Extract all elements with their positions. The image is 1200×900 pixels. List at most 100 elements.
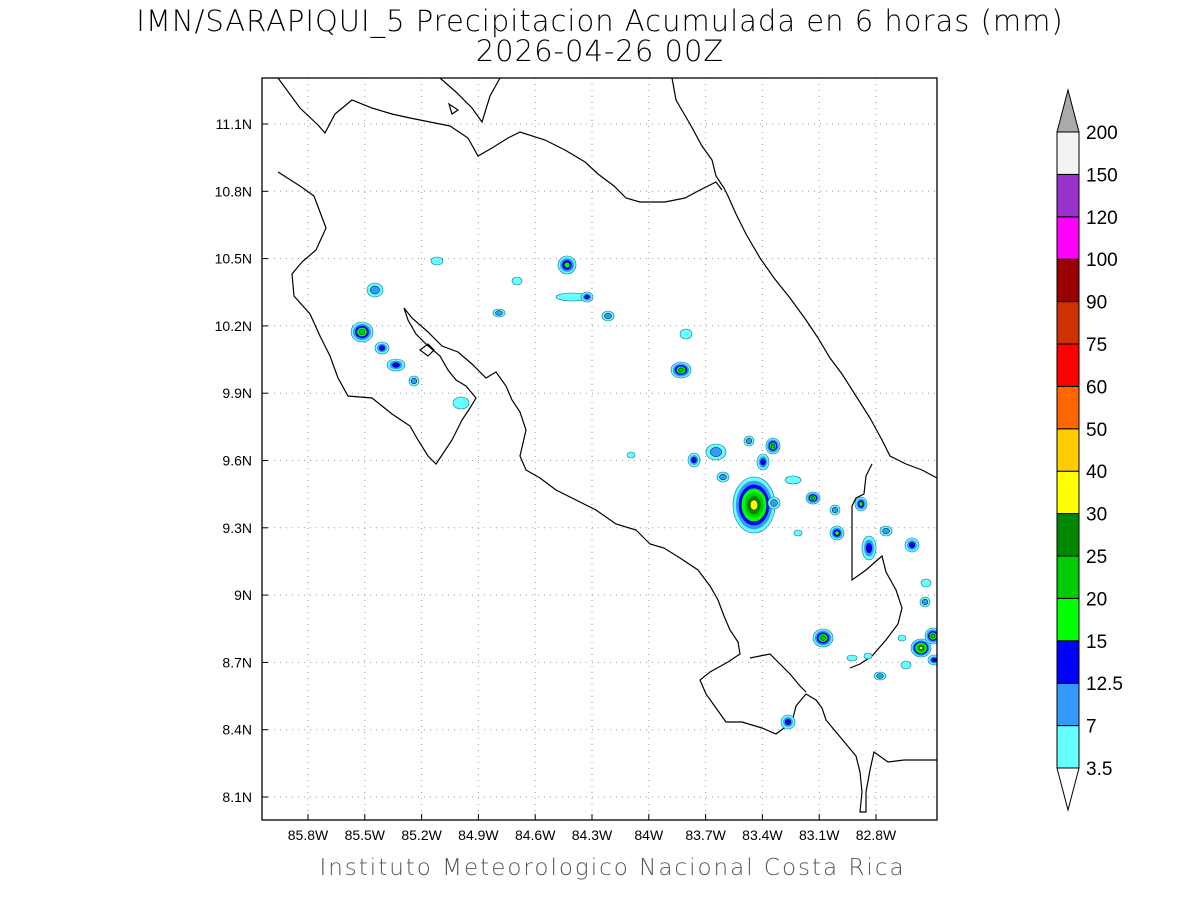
pacific-coast xyxy=(277,171,937,813)
lat-tick-label: 11.1N xyxy=(216,116,252,132)
precip-cell xyxy=(780,714,796,730)
precip-cell xyxy=(854,496,868,512)
precip-cell xyxy=(374,341,390,355)
precip-cell xyxy=(366,282,384,298)
colorbar-bottom-arrow xyxy=(1056,767,1080,812)
precip-cell xyxy=(879,525,893,537)
precip-cell xyxy=(492,308,506,318)
colorbar-swatch xyxy=(1056,385,1080,430)
lon-tick-label: 85.8W xyxy=(288,827,329,843)
colorbar-swatch xyxy=(1056,301,1080,345)
precip-cell xyxy=(924,627,937,645)
precip-cell xyxy=(430,256,444,266)
precip-cell xyxy=(900,660,912,670)
lon-tick-label: 82.8W xyxy=(856,827,897,843)
map-title: IMN/SARAPIQUI_5 Precipitacion Acumulada … xyxy=(136,4,1064,38)
precip-cell xyxy=(705,443,727,461)
colorbar-level-label: 90 xyxy=(1086,293,1107,314)
colorbar-level-label: 60 xyxy=(1086,377,1107,398)
precip-cell xyxy=(601,310,615,322)
lon-tick-label: 85.2W xyxy=(401,827,442,843)
colorbar-level-label: 150 xyxy=(1086,165,1118,186)
colorbar-level-label: 75 xyxy=(1086,335,1107,356)
lon-tick-label: 84.9W xyxy=(458,827,499,843)
precip-cell xyxy=(861,535,877,561)
precip-cell xyxy=(765,437,781,455)
precip-cell xyxy=(743,435,755,447)
precip-cell xyxy=(927,654,937,666)
panama-border xyxy=(849,463,903,669)
precip-cell xyxy=(873,671,887,681)
lat-tick-label: 9N xyxy=(234,587,252,603)
lon-tick-label: 83.4W xyxy=(742,827,783,843)
precip-cell xyxy=(829,525,845,541)
lake-nicaragua-shore xyxy=(439,78,501,124)
precip-cell xyxy=(511,276,523,286)
precip-cell xyxy=(716,471,730,483)
colorbar-swatch xyxy=(1056,597,1080,642)
colorbar-swatch xyxy=(1056,682,1080,727)
caribbean-coast xyxy=(671,78,937,479)
colorbar-level-label: 7 xyxy=(1086,717,1097,738)
precip-cell xyxy=(897,634,907,642)
colorbar-swatch xyxy=(1056,555,1080,599)
precip-cell xyxy=(910,638,932,658)
lat-tick-label: 8.4N xyxy=(222,722,252,738)
precip-cell xyxy=(919,596,931,608)
precip-cell xyxy=(687,452,701,468)
lat-tick-label: 10.2N xyxy=(215,318,252,334)
colorbar-swatch xyxy=(1056,470,1080,515)
colorbar-level-label: 25 xyxy=(1086,547,1107,568)
colorbar-level-label: 50 xyxy=(1086,420,1107,441)
colorbar-swatch xyxy=(1056,428,1080,472)
precip-cell xyxy=(767,496,781,510)
lat-tick-label: 10.5N xyxy=(215,251,252,267)
colorbar-top-arrow xyxy=(1056,88,1080,133)
colorbar-swatch xyxy=(1056,216,1080,260)
precip-cell xyxy=(784,475,802,485)
colorbar-swatch xyxy=(1056,258,1080,303)
coastline-group xyxy=(277,78,937,813)
colorbar-swatch xyxy=(1056,513,1080,557)
precip-cell xyxy=(805,491,821,505)
precip-cell xyxy=(408,375,420,387)
precip-cell xyxy=(829,504,841,516)
precip-cell xyxy=(756,453,770,471)
precip-cell xyxy=(679,328,693,340)
precip-cell xyxy=(557,255,577,275)
precip-cell xyxy=(626,451,636,459)
precip-cell xyxy=(452,396,470,410)
colorbar-level-label: 200 xyxy=(1086,123,1118,144)
lat-tick-label: 9.6N xyxy=(222,453,252,469)
osa-peninsula xyxy=(749,653,807,693)
lake-island xyxy=(447,102,460,115)
axis-ticks: 11.1N 10.8N 10.5N 10.2N 9.9N 9.6N 9.3N 9N 8.7N 8.… xyxy=(215,116,897,843)
precip-cell xyxy=(920,578,932,588)
colorbar-level-label: 15 xyxy=(1086,632,1107,653)
colorbar-level-label: 120 xyxy=(1086,208,1118,229)
map-grid xyxy=(262,78,937,820)
colorbar-swatch xyxy=(1056,173,1080,218)
precip-cell xyxy=(386,358,406,372)
precipitation-field xyxy=(350,255,937,730)
precip-cell xyxy=(350,321,374,343)
lat-tick-label: 8.7N xyxy=(222,654,252,670)
footer-credit: Instituto Meteorologico Nacional Costa R… xyxy=(319,855,906,881)
colorbar-level-label: 100 xyxy=(1086,250,1118,271)
precip-cell xyxy=(580,291,594,303)
colorbar-level-label: 20 xyxy=(1086,589,1107,610)
lon-tick-label: 85.5W xyxy=(345,827,386,843)
lon-tick-label: 84.3W xyxy=(572,827,613,843)
precip-cell xyxy=(732,476,776,534)
lat-tick-label: 8.1N xyxy=(222,789,252,805)
colorbar-swatch xyxy=(1056,343,1080,387)
lon-tick-label: 83.7W xyxy=(685,827,726,843)
colorbar-swatch xyxy=(1056,640,1080,684)
colorbar: 3.5 7 12.5 15 20 25 30 40 50 60 75 90 100 120 150 200 xyxy=(1056,88,1123,812)
colorbar-swatch xyxy=(1056,131,1080,175)
lat-tick-label: 9.3N xyxy=(222,520,252,536)
precip-cell xyxy=(863,652,873,660)
precip-cell xyxy=(812,628,834,648)
lon-tick-label: 83.1W xyxy=(799,827,840,843)
